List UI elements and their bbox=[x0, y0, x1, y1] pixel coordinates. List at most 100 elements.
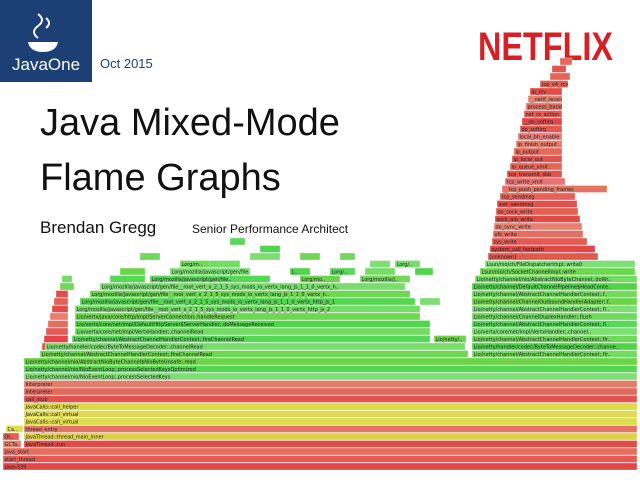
frame-label: JavaThread::run bbox=[25, 442, 66, 448]
flame-frame: Lorg/mozilla/javascript/gen/file.. bbox=[150, 275, 270, 283]
frame-label: inet_sendmsg bbox=[499, 202, 534, 208]
frame-label: Lorg/mozilla/javascript/gen/file__root_v… bbox=[77, 307, 331, 313]
logo-steam bbox=[33, 13, 50, 39]
flame-frame: Lio/netty/channel/AbstractChannelHandler… bbox=[72, 335, 430, 343]
flame-frame: __do_softirq bbox=[522, 118, 562, 125]
flame-frame: Ot.. bbox=[3, 433, 19, 440]
frame-box bbox=[530, 88, 562, 95]
flame-frame bbox=[59, 282, 75, 291]
flame-frame bbox=[49, 312, 69, 321]
frame-label: net_rx_action bbox=[526, 112, 559, 118]
frame-label: sys_write bbox=[494, 239, 517, 245]
frame-box bbox=[3, 455, 637, 463]
flame-frame bbox=[229, 237, 246, 246]
frame-box bbox=[514, 148, 562, 155]
flame-frame bbox=[119, 267, 146, 276]
frame-label: ip_rcv bbox=[532, 89, 547, 95]
frame-label: sock_aio_write bbox=[497, 217, 533, 223]
flame-frame: Lio/netty/channel/AbstractChannelHandler… bbox=[472, 305, 637, 313]
frame-label: Lio/netty/handler/codec/ByteToMessageDec… bbox=[47, 344, 203, 350]
frame-label: Lorg/mozilla/javascript/gen/file.. bbox=[152, 277, 232, 283]
frame-box bbox=[472, 290, 637, 298]
frame-label: __tcp_push_pending_frames bbox=[503, 187, 575, 193]
frame-label: ip_output bbox=[516, 149, 540, 155]
frame-label: GCTa.. bbox=[5, 442, 21, 448]
flame-frame: ip_finish_output bbox=[516, 140, 562, 148]
flame-frame: do_softirq bbox=[520, 125, 562, 133]
flame-frame: start_thread bbox=[3, 455, 637, 463]
frame-box bbox=[494, 223, 582, 230]
flame-frame bbox=[51, 305, 69, 313]
logo-cup bbox=[28, 42, 58, 52]
frame-box bbox=[492, 238, 587, 245]
flame-frame: [unknown] bbox=[488, 253, 598, 260]
frame-box bbox=[500, 193, 575, 200]
frame-label: Lsun/nio/ch/SocketChannelImpl;.write bbox=[482, 269, 576, 275]
frame-box bbox=[40, 350, 468, 358]
frame-label: call_stub bbox=[26, 397, 48, 403]
flame-frame: Lio/vertx/java/core/http/impl/ServerConn… bbox=[75, 313, 420, 320]
flame-frame: system_call_fastpath bbox=[490, 245, 595, 253]
frame-label: JavaCalls::call_helper bbox=[25, 404, 80, 410]
frame-box bbox=[528, 95, 562, 103]
frame-box bbox=[496, 208, 578, 215]
frame-label: Lio/netty/channel/AbstractChannelHandler… bbox=[474, 307, 610, 313]
frame-box bbox=[488, 253, 598, 260]
flame-frame: Ca.. bbox=[6, 425, 23, 433]
flame-frame: sock_aio_write bbox=[495, 215, 580, 223]
flame-frame: Lorg/mozilla/javascript/gen/file__root_v… bbox=[90, 290, 410, 298]
frame-label: java-339 bbox=[4, 464, 27, 470]
frame-box bbox=[45, 343, 465, 350]
frame-box bbox=[360, 275, 410, 283]
frame-label: __netif_receive_skb bbox=[529, 97, 578, 103]
frame-label: Interpreter bbox=[26, 389, 54, 395]
frame-box bbox=[495, 215, 580, 223]
frame-box bbox=[3, 463, 637, 470]
frame-label: Lorg/mozilla/j.. bbox=[362, 277, 399, 283]
flame-frame bbox=[299, 252, 321, 261]
frame-box bbox=[24, 380, 637, 388]
frame-label: Lio/netty/channel/nio/NioEventLoop;.proc… bbox=[26, 367, 196, 373]
frame-box bbox=[497, 200, 577, 208]
flame-frame bbox=[259, 245, 281, 253]
flame-frame: net_rx_action bbox=[524, 110, 562, 118]
frame-label: Lsun/nio/ch/FileDispatcherImpl;.write0 bbox=[487, 262, 583, 268]
frame-box bbox=[170, 268, 250, 275]
frame-box bbox=[510, 163, 562, 170]
flame-frame bbox=[414, 267, 434, 276]
flame-frame: Lio/netty/channel/DefaultChannelPipeline… bbox=[472, 283, 637, 290]
frame-box bbox=[75, 305, 420, 313]
flame-frame bbox=[249, 252, 281, 261]
flame-frame: thread_entry bbox=[24, 425, 637, 433]
flame-frame: tcp_write_xmit bbox=[505, 178, 565, 185]
frame-label: Lio/netty/channel/ChannelOutboundHandler… bbox=[474, 299, 612, 305]
frame-label: Lorg/.. bbox=[397, 262, 413, 268]
flame-frame: Lorg/mozilla/javascript/gen/file__root_v… bbox=[100, 283, 405, 290]
frame-box bbox=[6, 425, 23, 433]
frame-box bbox=[80, 298, 415, 305]
frame-label: tcp_write_xmit bbox=[507, 179, 544, 185]
flame-frame: L.. bbox=[290, 268, 310, 275]
frame-label: Lio/netty/channel/AbstractChannelHandler… bbox=[42, 352, 213, 358]
frame-box bbox=[330, 268, 355, 275]
frame-box bbox=[472, 343, 637, 350]
flame-frame: tcp_v4_rcv bbox=[540, 80, 568, 88]
flame-frame: ip_output bbox=[514, 148, 562, 155]
flame-frame: JavaCalls::call_virtual bbox=[24, 410, 637, 418]
frame-label: Lio/netty/channel/AbstractChannelHandler… bbox=[474, 337, 612, 343]
flame-frame: Lio/netty/.. bbox=[434, 335, 466, 343]
frame-box bbox=[180, 260, 210, 268]
flame-frame: vfs_write bbox=[493, 230, 583, 238]
frame-label: Lio/vertx/core/net/impl/VertxHandler;.ch… bbox=[77, 329, 204, 335]
flame-frame: Lio/netty/handler/codec/ByteToMessageDec… bbox=[472, 343, 637, 350]
flame-frame bbox=[55, 290, 69, 298]
flame-frame bbox=[45, 327, 69, 336]
flame-frame: do_sock_write bbox=[496, 208, 578, 215]
frame-label: thread_entry bbox=[26, 427, 58, 433]
frame-label: Lio/netty/channel/ChannelDuplexHandler;.… bbox=[474, 314, 592, 320]
flame-frame bbox=[549, 72, 571, 81]
flame-frame: process_backlog bbox=[526, 103, 562, 110]
brand: NETFLIX bbox=[478, 25, 613, 69]
frame-label: [unknown] bbox=[490, 254, 517, 260]
frame-label: __do_softirq bbox=[523, 119, 554, 125]
